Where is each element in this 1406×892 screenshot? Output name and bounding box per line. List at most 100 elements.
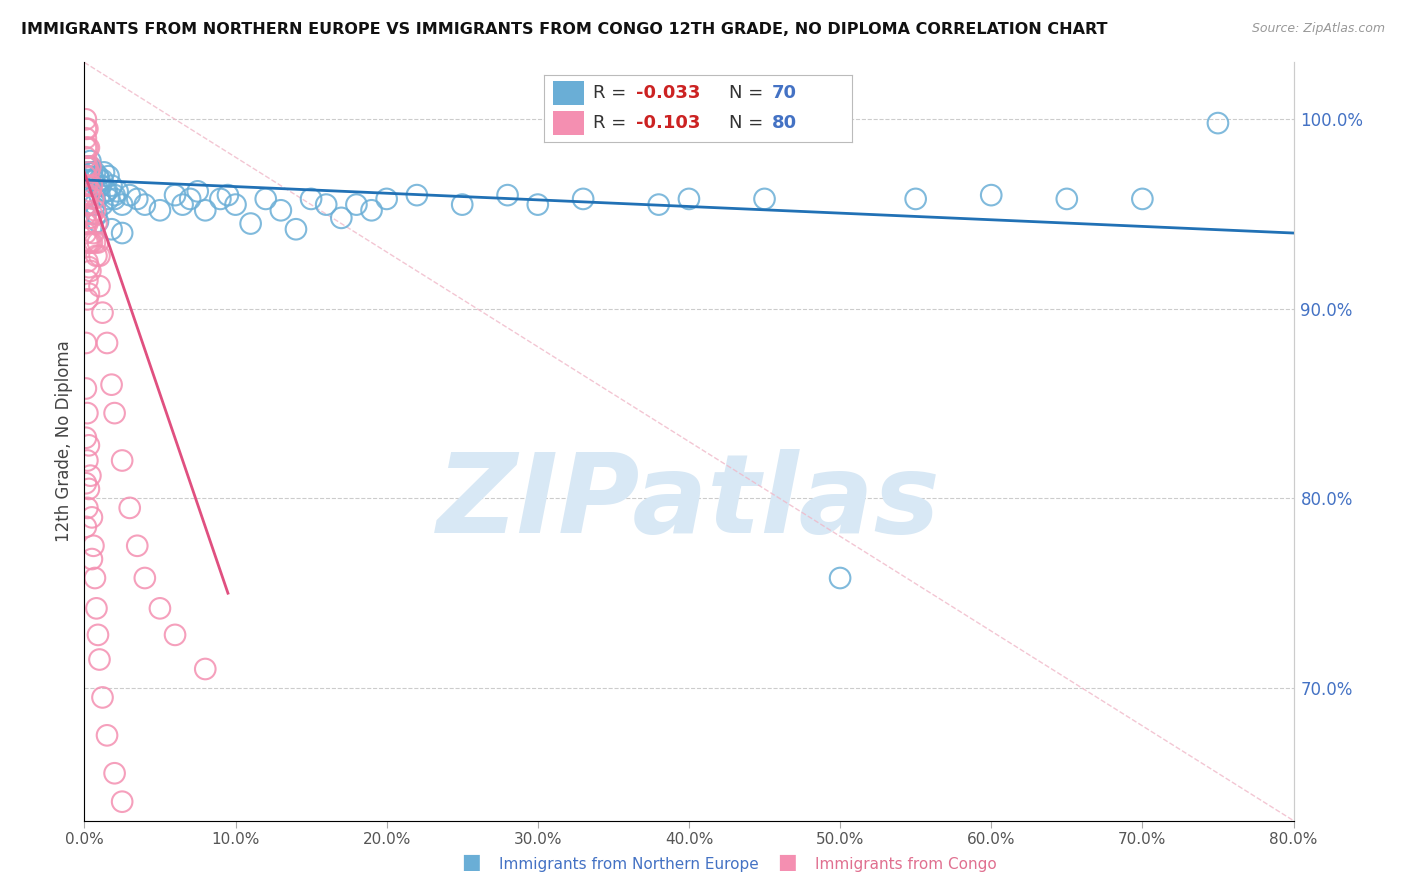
Point [75, 476, 97, 491]
Point [75, 150, 97, 164]
Point [406, 188, 429, 202]
Point [82, 173, 104, 187]
Point [134, 197, 156, 211]
Point [76, 165, 98, 179]
Point [77, 165, 100, 179]
Text: ZIPatlas: ZIPatlas [437, 449, 941, 556]
Point [104, 406, 127, 420]
Point [1130, 192, 1153, 206]
Point [90, 178, 112, 193]
Point [89, 279, 111, 293]
Point [830, 571, 852, 585]
Point [86, 217, 108, 231]
Point [127, 192, 149, 206]
Point [239, 217, 262, 231]
Point [75, 131, 97, 145]
Point [77, 173, 100, 187]
Point [104, 192, 127, 206]
Point [86, 601, 108, 615]
Point [194, 203, 217, 218]
Point [79, 185, 101, 199]
Point [330, 211, 353, 225]
Point [165, 628, 187, 642]
Point [187, 185, 209, 199]
Text: ■: ■ [778, 853, 797, 872]
Point [360, 203, 382, 218]
Point [80, 165, 103, 179]
Point [77, 160, 100, 174]
Point [76, 197, 98, 211]
Point [496, 188, 519, 202]
Point [76, 121, 98, 136]
Text: Immigrants from Northern Europe: Immigrants from Northern Europe [499, 857, 759, 872]
Point [79, 264, 101, 278]
Point [77, 169, 100, 184]
Text: IMMIGRANTS FROM NORTHERN EUROPE VS IMMIGRANTS FROM CONGO 12TH GRADE, NO DIPLOMA : IMMIGRANTS FROM NORTHERN EUROPE VS IMMIG… [21, 22, 1108, 37]
Text: ■: ■ [461, 853, 481, 872]
Point [89, 173, 111, 187]
Point [76, 178, 98, 193]
Point [84, 235, 107, 250]
Point [76, 217, 98, 231]
Point [118, 500, 141, 515]
Point [76, 273, 98, 287]
Point [179, 192, 201, 206]
Point [111, 795, 134, 809]
Point [75, 336, 97, 351]
Point [76, 293, 98, 307]
Point [572, 192, 595, 206]
Point [75, 197, 97, 211]
Point [91, 197, 114, 211]
Point [87, 628, 110, 642]
Point [77, 286, 100, 301]
Point [75, 112, 97, 127]
Point [678, 192, 700, 206]
Point [75, 160, 97, 174]
Point [76, 406, 98, 420]
Point [194, 662, 217, 676]
Point [111, 226, 134, 240]
Point [75, 217, 97, 231]
Point [134, 571, 156, 585]
Point [209, 192, 232, 206]
Point [149, 203, 172, 218]
Point [91, 305, 114, 319]
Point [451, 197, 474, 211]
Point [82, 539, 104, 553]
Point [84, 571, 107, 585]
Point [107, 185, 129, 199]
Point [111, 453, 134, 467]
Point [75, 188, 97, 202]
Point [97, 192, 120, 206]
Point [225, 197, 247, 211]
Point [84, 197, 107, 211]
Point [91, 173, 114, 187]
Point [217, 188, 239, 202]
Point [75, 431, 97, 445]
Point [96, 728, 118, 742]
Point [79, 468, 101, 483]
Point [100, 178, 122, 193]
Point [82, 226, 104, 240]
Point [172, 197, 194, 211]
Point [111, 197, 134, 211]
Point [1056, 192, 1078, 206]
Point [79, 235, 101, 250]
Point [285, 222, 308, 236]
Point [254, 192, 277, 206]
Point [80, 178, 103, 193]
Point [80, 235, 103, 250]
Point [96, 185, 118, 199]
Point [75, 141, 97, 155]
Point [76, 235, 98, 250]
Point [77, 260, 100, 275]
Point [77, 141, 100, 155]
Point [80, 510, 103, 524]
Point [87, 235, 110, 250]
Point [127, 539, 149, 553]
Point [82, 173, 104, 187]
Point [80, 552, 103, 566]
Point [299, 192, 322, 206]
Point [79, 211, 101, 225]
Point [77, 211, 100, 225]
